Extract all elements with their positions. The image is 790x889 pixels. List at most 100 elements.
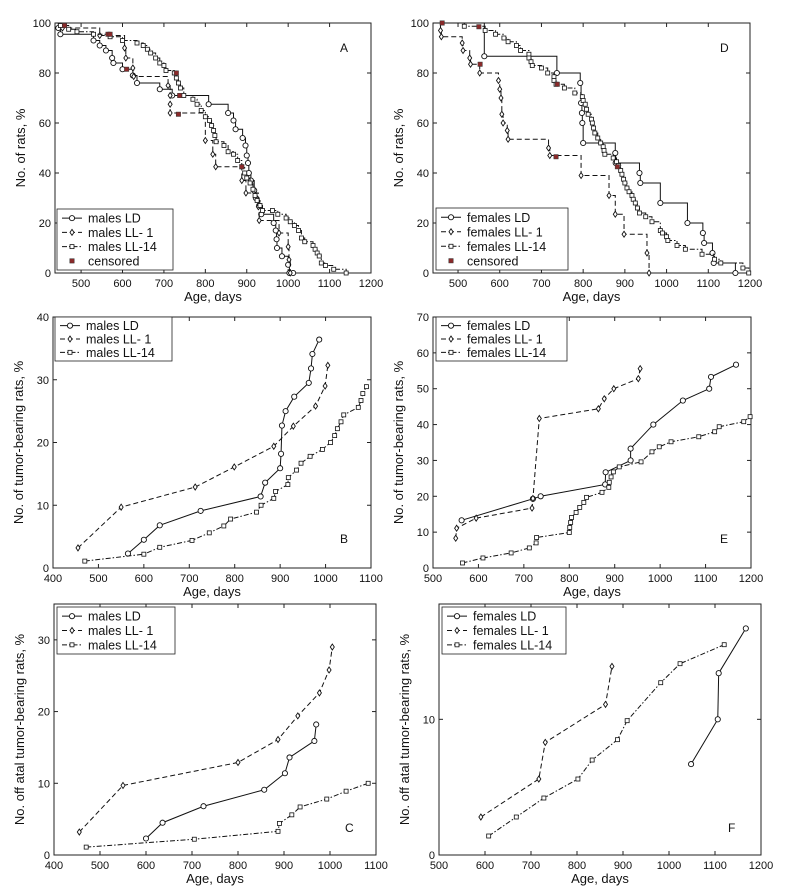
legend-box bbox=[56, 606, 176, 655]
series-females-ld bbox=[688, 625, 749, 768]
data-point-square bbox=[674, 243, 680, 248]
data-point-diamond bbox=[578, 171, 584, 180]
data-point-diamond bbox=[536, 414, 542, 423]
data-point-square bbox=[610, 155, 616, 161]
data-point-circle bbox=[242, 142, 249, 149]
y-tick-label: 10 bbox=[417, 527, 429, 539]
data-point-square bbox=[209, 123, 214, 128]
chart-panel-a: 500 600 700 800 900 1000 1100 1200 0 20 40 60 80 100 A… bbox=[13, 18, 383, 304]
data-point-circle bbox=[205, 101, 212, 108]
data-point-diamond bbox=[500, 119, 506, 127]
legend-box bbox=[441, 606, 567, 655]
series-line bbox=[86, 782, 369, 848]
data-point-square bbox=[323, 263, 328, 268]
x-tick-label: 900 bbox=[614, 860, 632, 872]
data-point-square bbox=[533, 540, 539, 546]
data-point-diamond bbox=[329, 643, 335, 651]
data-point-diamond bbox=[295, 712, 301, 720]
series-females-ll-14 bbox=[433, 22, 752, 276]
data-point-square bbox=[273, 489, 279, 494]
x-tick-label: 600 bbox=[491, 278, 509, 290]
series-line bbox=[462, 416, 751, 564]
data-point-circle bbox=[305, 379, 312, 386]
legend-marker-diamond bbox=[69, 626, 75, 635]
y-tick-label: 70 bbox=[417, 312, 429, 324]
x-tick-label: 800 bbox=[226, 573, 244, 585]
x-axis-label: Age, days bbox=[184, 289, 242, 304]
data-point-square bbox=[332, 433, 338, 438]
x-tick-label: 600 bbox=[469, 573, 487, 585]
x-tick-label: 700 bbox=[155, 278, 173, 290]
data-point-diamond bbox=[606, 191, 612, 200]
data-point-square bbox=[228, 516, 234, 522]
data-point-diamond bbox=[276, 229, 282, 237]
x-tick-label: 500 bbox=[430, 860, 448, 872]
legend-marker-diamond bbox=[454, 626, 460, 635]
legend-box bbox=[435, 207, 569, 271]
censored-point bbox=[614, 164, 620, 170]
legend-marker-circle bbox=[453, 613, 461, 620]
censored-point bbox=[177, 93, 183, 98]
data-point-square bbox=[289, 812, 295, 818]
y-axis-label: No. of rats, % bbox=[391, 108, 406, 187]
data-point-square bbox=[157, 60, 163, 66]
series-females-ll-14 bbox=[486, 642, 727, 839]
y-tick-label: 100 bbox=[411, 18, 429, 30]
data-point-square bbox=[595, 135, 601, 141]
censored-point bbox=[439, 20, 445, 26]
data-point-square bbox=[480, 555, 486, 561]
data-point-square bbox=[592, 130, 598, 136]
data-point-square bbox=[585, 111, 591, 117]
data-point-diamond bbox=[547, 151, 553, 160]
data-point-square bbox=[699, 251, 705, 257]
data-point-square bbox=[198, 108, 204, 113]
y-tick-label: 0 bbox=[45, 268, 51, 280]
data-point-circle bbox=[286, 754, 293, 761]
data-point-square bbox=[649, 449, 655, 455]
data-point-diamond bbox=[497, 85, 503, 94]
series-line bbox=[77, 365, 329, 549]
y-tick-label: 10 bbox=[423, 714, 435, 726]
legend-label: females LL- 1 bbox=[473, 624, 549, 638]
legend-label: females LD bbox=[473, 610, 536, 624]
data-point-diamond bbox=[467, 60, 474, 69]
data-point-square bbox=[258, 502, 264, 508]
data-point-diamond bbox=[473, 514, 479, 522]
data-point-square bbox=[331, 266, 337, 272]
data-point-circle bbox=[688, 761, 695, 768]
data-point-square bbox=[486, 833, 492, 839]
data-point-square bbox=[460, 560, 465, 566]
legend-item: males LL-14 bbox=[60, 346, 155, 360]
legend-label: females LD bbox=[467, 211, 530, 225]
data-point-square bbox=[721, 642, 727, 648]
legend-label: females LL- 1 bbox=[467, 333, 543, 347]
data-point-square bbox=[589, 757, 595, 763]
data-point-square bbox=[526, 545, 532, 551]
data-point-circle bbox=[243, 152, 250, 159]
data-point-diamond bbox=[644, 249, 650, 257]
data-point-diamond bbox=[504, 126, 510, 135]
data-point-circle bbox=[458, 517, 465, 524]
data-point-square bbox=[741, 419, 747, 425]
x-tick-label: 900 bbox=[275, 860, 293, 872]
x-tick-label: 400 bbox=[45, 860, 63, 872]
data-point-square bbox=[619, 171, 625, 177]
data-point-square bbox=[235, 158, 241, 163]
censored-point bbox=[175, 111, 181, 117]
data-point-square bbox=[606, 479, 612, 485]
data-point-circle bbox=[627, 445, 634, 452]
legend-box bbox=[56, 208, 174, 271]
data-point-square bbox=[307, 453, 313, 459]
y-tick-label: 60 bbox=[417, 348, 429, 360]
legend-marker-circle bbox=[447, 322, 455, 329]
series-females-ld bbox=[458, 361, 740, 524]
data-point-circle bbox=[270, 219, 277, 227]
data-point-square bbox=[461, 23, 467, 29]
data-point-square bbox=[668, 439, 674, 445]
data-point-square bbox=[505, 39, 511, 45]
data-point-square bbox=[575, 776, 581, 782]
legend-item: censored bbox=[69, 254, 139, 268]
data-point-square bbox=[91, 31, 96, 37]
